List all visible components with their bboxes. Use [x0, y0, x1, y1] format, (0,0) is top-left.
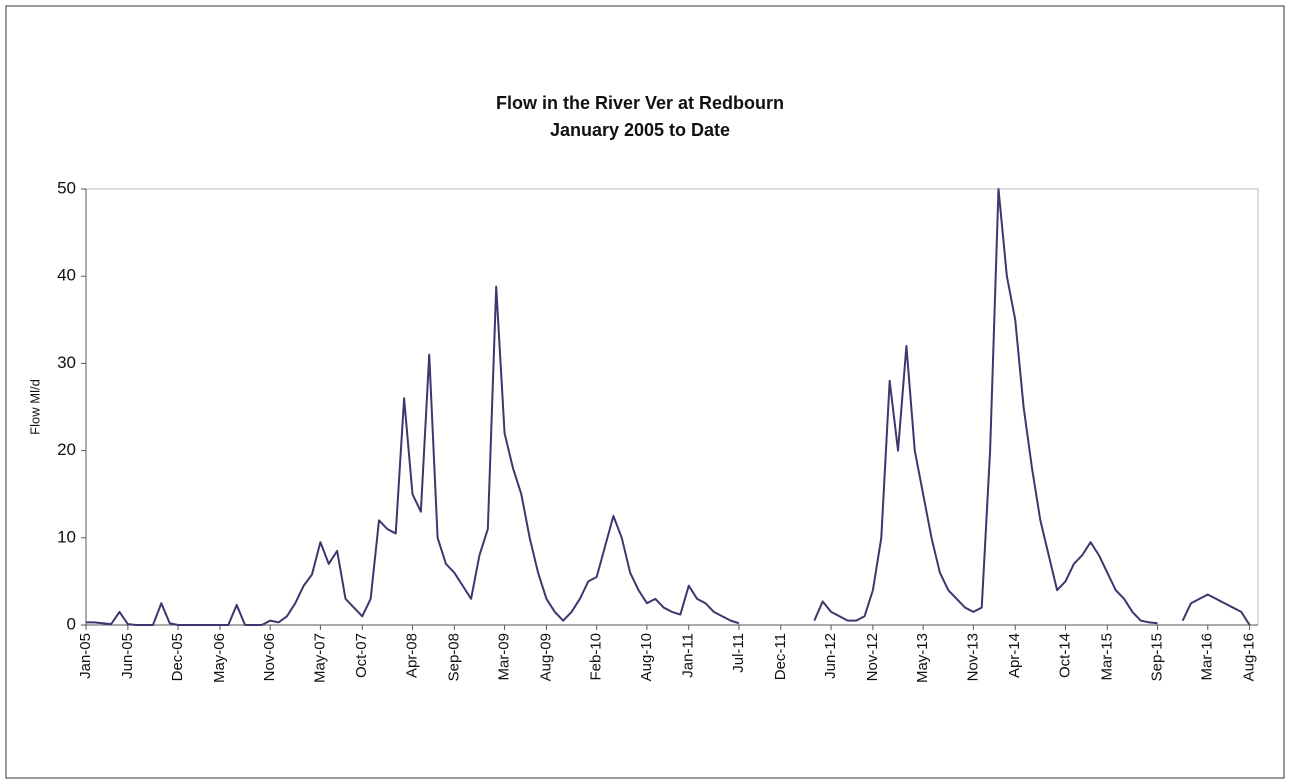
- x-tick-label: Mar-16: [1199, 633, 1216, 681]
- x-tick-label: Jan-05: [77, 633, 94, 679]
- flow-line: [86, 188, 1251, 626]
- x-tick-label: Feb-10: [588, 633, 605, 681]
- x-tick-label: Apr-14: [1006, 633, 1023, 678]
- x-tick-label: Mar-09: [496, 633, 513, 681]
- x-tick-label: Jun-05: [119, 633, 136, 679]
- x-tick-label: Oct-14: [1056, 633, 1073, 678]
- y-tick-label: 10: [57, 527, 76, 546]
- y-tick-label: 0: [67, 614, 76, 633]
- x-tick-label: Aug-10: [638, 633, 655, 681]
- x-tick-label: Nov-12: [864, 633, 881, 681]
- x-tick-label: May-06: [211, 633, 228, 683]
- y-axis-label: Flow Ml/d: [27, 379, 42, 435]
- x-tick-label: Nov-13: [964, 633, 981, 681]
- x-tick-label: Nov-06: [261, 633, 278, 681]
- x-tick-label: May-07: [311, 633, 328, 683]
- x-tick-label: Jan-11: [680, 633, 697, 678]
- x-tick-label: Sep-15: [1149, 633, 1166, 681]
- x-tick-label: Dec-11: [772, 633, 789, 680]
- chart-title: Flow in the River Ver at Redbourn: [496, 93, 784, 113]
- y-tick-label: 20: [57, 440, 76, 459]
- x-tick-label: Aug-16: [1241, 633, 1258, 681]
- x-tick-label: Oct-07: [353, 633, 370, 678]
- x-tick-label: Dec-05: [169, 633, 186, 681]
- x-tick-label: Mar-15: [1098, 633, 1115, 681]
- x-tick-label: Jul-11: [730, 633, 747, 673]
- x-tick-label: May-13: [914, 633, 931, 683]
- x-tick-label: Jun-12: [822, 633, 839, 679]
- x-tick-label: Apr-08: [403, 633, 420, 678]
- y-tick-label: 50: [57, 178, 76, 197]
- frame: [5, 5, 1285, 779]
- x-tick-label: Aug-09: [537, 633, 554, 681]
- plot-area: [85, 188, 1259, 626]
- y-tick-label: 30: [57, 353, 76, 372]
- x-tick-label: Sep-08: [445, 633, 462, 681]
- y-tick-label: 40: [57, 266, 76, 285]
- chart-subtitle: January 2005 to Date: [550, 120, 730, 140]
